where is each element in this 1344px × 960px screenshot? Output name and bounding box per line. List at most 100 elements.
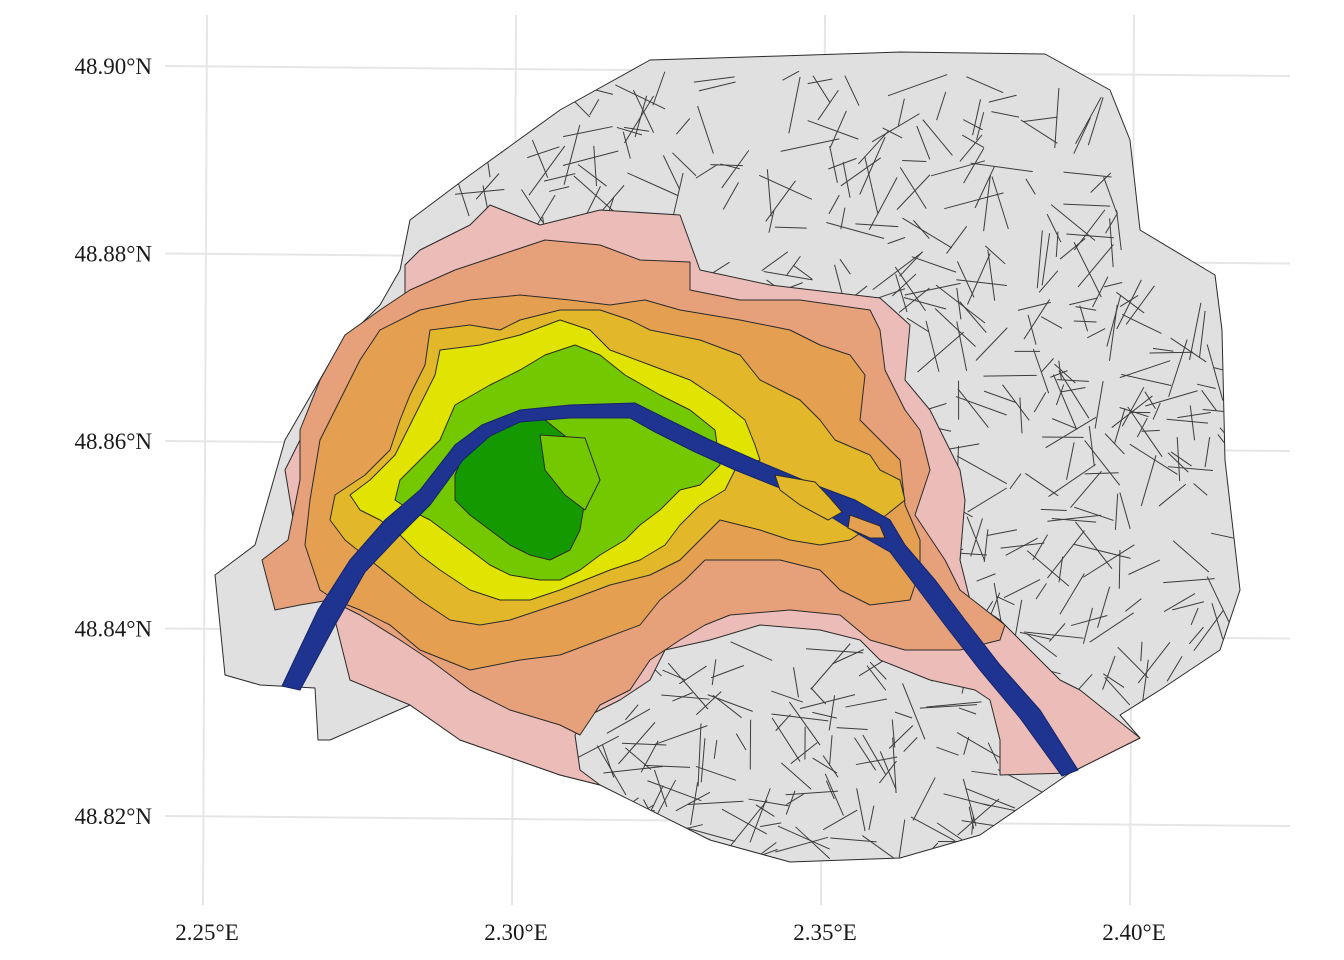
street-segment (882, 127, 903, 139)
street-segment (1084, 440, 1121, 486)
street-segment (902, 160, 927, 163)
street-segment (894, 266, 926, 312)
street-segment (828, 695, 836, 731)
street-segment (622, 131, 631, 159)
street-segment (828, 194, 840, 215)
street-segment (1041, 233, 1051, 286)
street-segment (1032, 348, 1050, 394)
street-segment (1166, 418, 1209, 424)
street-segment (1051, 418, 1078, 430)
street-segment (768, 209, 775, 233)
street-segment (1140, 455, 1157, 507)
street-segment (888, 725, 914, 749)
street-segment (777, 825, 830, 850)
street-segment (944, 192, 1004, 210)
street-segment (983, 374, 1037, 377)
street-segment (763, 271, 813, 281)
street-segment (1201, 389, 1217, 412)
street-segment (695, 691, 722, 716)
street-segment (1144, 391, 1156, 409)
street-segment (902, 683, 926, 740)
street-segment (1204, 436, 1211, 468)
street-segment (760, 822, 782, 828)
street-segment (962, 778, 977, 827)
street-segment (1023, 299, 1050, 340)
street-segment (563, 124, 581, 185)
street-segment (987, 742, 999, 764)
street-segment (829, 145, 838, 183)
zone-band-6-pocket (539, 434, 601, 511)
street-segment (1170, 337, 1207, 363)
street-segment (956, 455, 1007, 485)
street-segment (423, 152, 433, 175)
street-segment (1019, 631, 1051, 640)
street-segment (521, 189, 544, 223)
street-segment (780, 762, 812, 790)
street-segment (1041, 358, 1054, 373)
street-segment (895, 274, 908, 313)
street-segment (855, 223, 899, 228)
street-segment (864, 156, 879, 214)
street-segment (712, 694, 742, 719)
street-segment (842, 161, 851, 198)
street-segment (488, 98, 511, 109)
street-segment (1206, 344, 1224, 401)
street-segment (862, 734, 887, 775)
street-segment (1020, 119, 1058, 144)
street-segment (986, 529, 1018, 537)
street-segment (869, 661, 887, 680)
street-segment (1070, 470, 1102, 508)
street-segment (1075, 96, 1102, 145)
street-segment (983, 529, 989, 563)
street-segment (1059, 238, 1086, 260)
street-segment (1104, 282, 1123, 288)
street-segment (984, 245, 1006, 265)
street-segment (1121, 314, 1162, 334)
street-segment (956, 279, 1007, 287)
street-segment (1073, 543, 1131, 559)
street-segment (771, 690, 803, 703)
street-segment (790, 742, 818, 765)
street-segment (916, 125, 931, 160)
street-segment (859, 136, 886, 195)
street-segment (965, 787, 1016, 809)
street-segment (991, 176, 1009, 230)
street-segment (1109, 218, 1114, 268)
street-segment (661, 694, 710, 700)
street-segment (1050, 370, 1068, 378)
street-segment (675, 791, 711, 812)
street-segment (1047, 514, 1102, 522)
street-segment (643, 764, 691, 768)
street-segment (1172, 540, 1210, 573)
street-segment (603, 797, 639, 823)
street-segment (748, 798, 789, 807)
street-segment (919, 704, 978, 709)
street-segment (1152, 347, 1174, 352)
street-segment (855, 756, 898, 766)
street-segment (1046, 213, 1062, 243)
street-segment (795, 826, 831, 860)
street-segment (1063, 171, 1112, 178)
street-segment (1069, 297, 1098, 306)
street-segment (839, 258, 851, 275)
street-segment (807, 120, 859, 140)
street-segment (1048, 623, 1066, 642)
street-segment (894, 711, 913, 719)
x-tick-label: 2.30°E (484, 920, 548, 945)
street-segment (1104, 433, 1125, 455)
street-segment (975, 327, 1008, 361)
street-segment (906, 317, 930, 333)
street-segment (1149, 351, 1194, 354)
ile-de-la-cite (774, 474, 843, 521)
street-segment (926, 701, 982, 708)
street-segment (1211, 603, 1224, 640)
street-segment (1040, 316, 1063, 329)
street-segment (1117, 646, 1149, 679)
street-segment (1054, 363, 1076, 384)
street-segment (562, 150, 619, 166)
street-segment (934, 308, 976, 347)
street-segment (615, 84, 666, 110)
street-segment (1003, 579, 1041, 599)
street-segment (693, 842, 707, 860)
